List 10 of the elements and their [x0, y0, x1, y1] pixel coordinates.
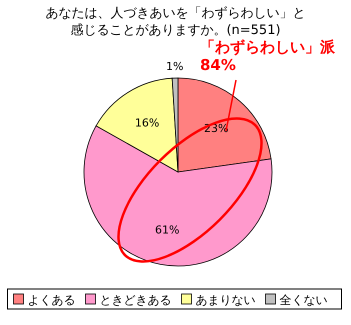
data-label: 1% [166, 60, 184, 74]
text: 84% [200, 56, 236, 74]
text: 「わずらわしい」派 [200, 38, 336, 56]
legend-label: ときどきある [100, 293, 172, 307]
legend-label: 全くない [280, 293, 328, 307]
legend-label: よくある [28, 293, 76, 307]
data-label: 61% [154, 223, 180, 236]
chart-title: あなたは、人づきあいを「わずらわしい」と感じることがありますか。(n=551) [46, 6, 306, 38]
data-label: 16% [134, 116, 160, 130]
legend-label: あまりない [196, 293, 256, 307]
